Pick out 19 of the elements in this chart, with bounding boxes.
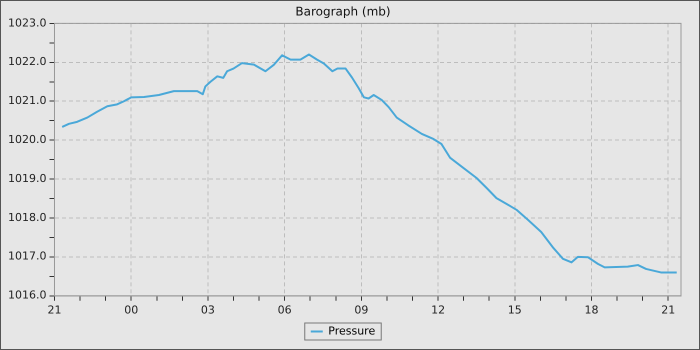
x-tick-label: 09 [354,303,368,316]
legend-label: Pressure [328,324,376,338]
y-tick-label: 1023.0 [8,16,46,30]
x-tick-label: 06 [278,303,292,316]
x-tick-label: 00 [124,303,138,316]
x-tick-label: 21 [661,303,676,316]
x-tick-label: 03 [200,303,215,316]
y-tick-label: 1020.0 [8,133,46,146]
y-tick-label: 1022.0 [8,55,46,68]
y-tick-label: 1016.0 [8,288,46,302]
x-tick-label: 15 [508,303,522,316]
x-tick-label: 21 [47,303,62,316]
y-tick-label: 1021.0 [8,94,46,108]
y-tick-label: 1017.0 [8,250,46,263]
chart-title: Barograph (mb) [295,4,391,18]
x-tick-label: 12 [431,303,446,316]
y-tick-label: 1019.0 [8,172,46,185]
y-tick-label: 1018.0 [8,210,46,224]
x-tick-label: 18 [584,303,598,316]
